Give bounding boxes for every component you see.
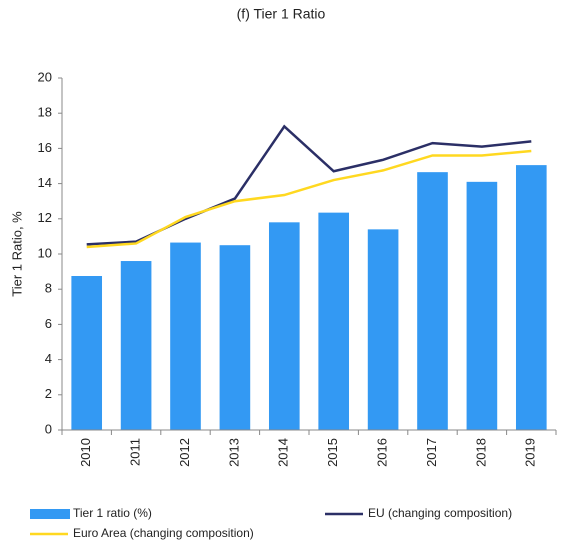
legend-label: EU (changing composition): [368, 506, 512, 520]
bar: [120, 261, 152, 430]
x-tick-label: 2016: [375, 438, 390, 467]
bar: [268, 222, 300, 430]
y-tick-label: 8: [45, 281, 52, 296]
y-tick-label: 18: [38, 105, 52, 120]
y-tick-label: 16: [38, 140, 52, 155]
y-tick-label: 0: [45, 421, 52, 436]
bar: [367, 229, 399, 430]
line: [86, 149, 532, 249]
legend-label: Tier 1 ratio (%): [73, 506, 152, 520]
x-tick-label: 2017: [424, 438, 439, 467]
x-tick-label: 2015: [325, 438, 340, 467]
x-tick-label: 2011: [128, 438, 143, 466]
y-tick-label: 2: [45, 386, 52, 401]
line: [86, 124, 532, 246]
y-tick-label: 10: [38, 245, 52, 260]
bar: [170, 242, 201, 430]
bar: [71, 276, 103, 430]
legend-label: Euro Area (changing composition): [73, 526, 254, 540]
x-tick-label: 2019: [523, 438, 538, 467]
y-axis-label: Tier 1 Ratio, %: [9, 211, 24, 297]
y-tick-label: 20: [38, 69, 52, 84]
x-tick-label: 2018: [473, 438, 488, 467]
y-tick-label: 12: [38, 210, 52, 225]
bar: [318, 212, 350, 430]
x-tick-label: 2010: [78, 438, 93, 467]
x-tick-label: 2012: [177, 438, 192, 467]
y-tick-label: 6: [45, 316, 52, 331]
bar: [515, 165, 547, 430]
legend-swatch: [30, 509, 70, 519]
bar: [466, 181, 498, 430]
bar: [417, 172, 448, 430]
chart-title: (f) Tier 1 Ratio: [237, 6, 326, 22]
x-tick-label: 2013: [226, 438, 241, 467]
bar: [219, 245, 251, 430]
y-tick-label: 4: [45, 351, 52, 366]
y-tick-label: 14: [38, 175, 52, 190]
x-tick-label: 2014: [276, 438, 291, 467]
